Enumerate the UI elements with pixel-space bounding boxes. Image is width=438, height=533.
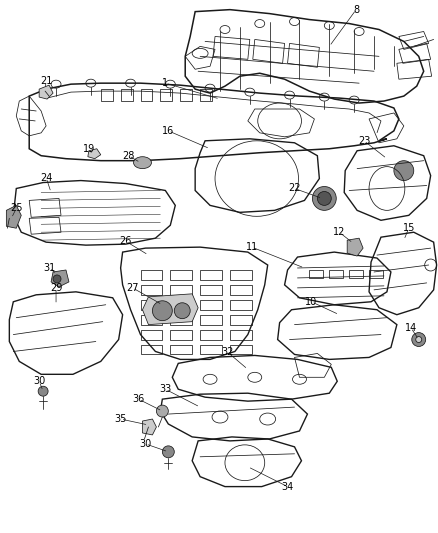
Ellipse shape (411, 333, 425, 346)
Polygon shape (39, 85, 53, 99)
Text: 11: 11 (245, 242, 258, 252)
Ellipse shape (162, 446, 174, 458)
Ellipse shape (152, 301, 172, 321)
Text: 30: 30 (139, 439, 151, 449)
Text: 30: 30 (33, 376, 45, 386)
Text: 10: 10 (304, 297, 317, 307)
Ellipse shape (174, 303, 190, 319)
Text: 34: 34 (281, 482, 293, 491)
Text: 14: 14 (404, 322, 416, 333)
Text: 19: 19 (82, 144, 95, 154)
Polygon shape (51, 270, 69, 287)
Text: 15: 15 (402, 223, 414, 233)
Text: 8: 8 (352, 5, 358, 14)
Text: 35: 35 (114, 414, 127, 424)
Ellipse shape (317, 191, 331, 205)
Polygon shape (6, 205, 21, 228)
Text: 32: 32 (221, 348, 233, 358)
Text: 1: 1 (162, 78, 168, 88)
Ellipse shape (38, 386, 48, 396)
Text: 28: 28 (122, 151, 134, 161)
Text: 36: 36 (132, 394, 144, 404)
Text: 16: 16 (162, 126, 174, 136)
Ellipse shape (312, 187, 336, 211)
Polygon shape (346, 238, 362, 256)
Polygon shape (88, 149, 101, 159)
Text: 21: 21 (40, 76, 52, 86)
Polygon shape (142, 419, 156, 435)
Text: 22: 22 (288, 183, 300, 193)
Text: 26: 26 (119, 236, 131, 246)
Text: 12: 12 (332, 227, 345, 237)
Ellipse shape (133, 157, 151, 168)
Text: 24: 24 (40, 173, 52, 183)
Ellipse shape (53, 275, 61, 283)
Polygon shape (142, 294, 198, 325)
Text: 29: 29 (50, 283, 62, 293)
Text: 27: 27 (126, 283, 138, 293)
Ellipse shape (393, 160, 413, 181)
Text: 31: 31 (43, 263, 55, 273)
Ellipse shape (415, 336, 421, 343)
Ellipse shape (156, 405, 168, 417)
Text: 25: 25 (10, 204, 22, 213)
Text: 23: 23 (357, 136, 369, 146)
Text: 33: 33 (159, 384, 171, 394)
